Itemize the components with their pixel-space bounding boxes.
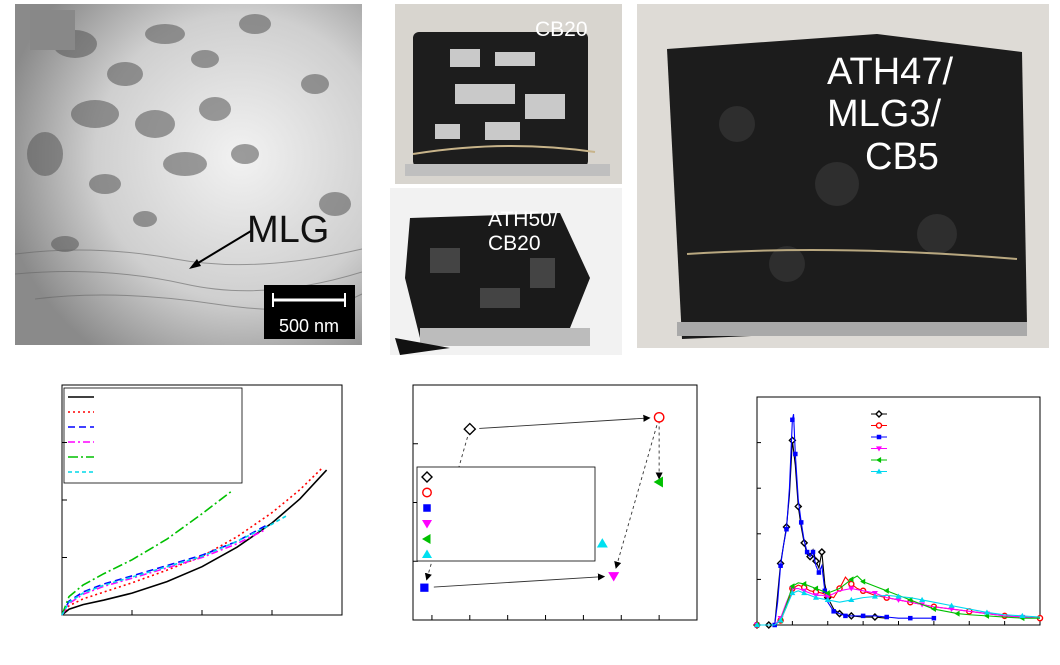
data-point-2-10 (793, 451, 798, 457)
legend-marker-4 (876, 457, 882, 463)
ath47-label-line1: ATH47/ (827, 51, 953, 93)
plot-frame (61, 384, 343, 616)
data-point-5-18 (919, 596, 926, 603)
data-point-4-22 (954, 610, 960, 617)
data-point-2-30 (908, 615, 913, 621)
data-point-2 (420, 583, 429, 592)
data-point-2-4 (778, 563, 783, 568)
series-line-1 (61, 467, 323, 616)
data-point-2-16 (810, 549, 816, 555)
data-point-5-14 (871, 593, 878, 599)
photo-ath47-mlg3-cb5-residue: ATH47/ MLG3/ CB5 (637, 4, 1049, 348)
legend-marker-0 (875, 410, 883, 418)
series-line-0 (61, 469, 328, 616)
data-point-2-26 (860, 613, 866, 619)
tensile-strength-plot (412, 384, 698, 621)
data-point-2-18 (816, 570, 822, 575)
ath47-label-line2: MLG3/ (827, 93, 941, 135)
data-point-4-12 (848, 576, 854, 583)
scale-bar-label: 500 nm (279, 316, 339, 336)
ath50-label-line1: ATH50/ (488, 208, 558, 231)
cb20-label: CB20 (535, 18, 588, 41)
data-point-5-24 (1019, 612, 1026, 618)
series-line-2 (61, 523, 269, 616)
data-point-4-20 (930, 606, 936, 613)
data-point-5-2 (777, 617, 784, 623)
data-point-5-8 (812, 594, 819, 600)
data-point-5-12 (848, 596, 855, 603)
mlg-label: MLG (247, 209, 329, 251)
data-point-3-20 (948, 606, 955, 613)
data-point-3 (608, 572, 620, 582)
stress-strain-plot (61, 384, 343, 616)
data-point-0 (463, 422, 477, 436)
inset-marker (30, 10, 75, 50)
data-point-5-6 (801, 590, 808, 596)
data-point-4-14 (860, 578, 866, 585)
legend-marker-1 (875, 422, 883, 429)
data-point-0-26 (870, 613, 879, 622)
data-point-4 (653, 476, 663, 488)
data-point-4-16 (883, 587, 889, 594)
data-point-2-24 (843, 613, 848, 619)
data-point-5-20 (948, 602, 955, 608)
annotation-arrow-2 (433, 573, 606, 588)
legend-marker-5 (422, 549, 432, 558)
data-point-4-10 (824, 590, 830, 597)
series-line-5 (61, 515, 287, 616)
legend-marker-5 (876, 468, 882, 474)
photo-cb20-residue: CB20 (395, 4, 622, 184)
mlg-arrow-head (189, 259, 201, 269)
data-point-2-14 (804, 549, 810, 555)
data-point-5-22 (983, 609, 990, 615)
data-point-2-8 (790, 417, 795, 423)
data-point-5-16 (895, 593, 902, 599)
particle-cluster (27, 14, 351, 252)
annotation-arrow-0 (479, 414, 651, 429)
legend-marker-2 (876, 434, 882, 440)
data-point-2-32 (931, 615, 937, 621)
data-point-4-18 (907, 596, 913, 603)
data-point-1 (653, 411, 665, 423)
data-point-0-10 (794, 502, 803, 511)
ath47-label-line3: CB5 (865, 136, 939, 178)
data-point-2-12 (798, 520, 804, 525)
data-point-4-8 (812, 585, 819, 592)
legend-marker-0 (421, 471, 433, 483)
series-line-2 (757, 413, 934, 626)
legend-marker-4 (422, 534, 431, 544)
hrr-chart (715, 365, 1060, 665)
ath50-label-line2: CB20 (488, 232, 541, 255)
data-point-2-6 (784, 526, 789, 532)
series-line-4 (757, 575, 1040, 626)
photo-ath50-cb20-residue: ATH50/ CB20 (390, 188, 622, 355)
data-point-5-4 (789, 590, 796, 596)
annotation-arrow-4 (614, 425, 658, 569)
scale-bar-box (264, 285, 355, 339)
legend-marker-1 (422, 487, 432, 498)
data-point-4-4 (789, 583, 795, 590)
legend-marker-3 (422, 520, 432, 529)
data-point-5 (596, 538, 608, 548)
data-point-2-28 (884, 614, 889, 620)
tensile-strength-chart (355, 365, 710, 665)
data-point-4-6 (801, 580, 807, 587)
data-point-0-18 (817, 548, 826, 557)
data-point-3-12 (848, 586, 855, 592)
data-point-2-22 (831, 609, 836, 614)
data-point-5-0 (754, 622, 760, 628)
legend-marker-3 (876, 446, 882, 452)
data-point-2-20 (822, 588, 828, 594)
data-point-3-16 (895, 597, 902, 603)
hrr-plot (753, 396, 1044, 629)
legend-box (63, 387, 243, 484)
mlg-arrow (192, 230, 252, 267)
data-point-5-10 (824, 596, 831, 603)
tem-micrograph: MLG 500 nm (15, 4, 362, 345)
legend-box (416, 466, 596, 562)
series-line-4 (61, 490, 233, 616)
legend-marker-2 (423, 504, 431, 512)
stress-strain-chart (0, 365, 360, 665)
series-line-3 (61, 529, 266, 616)
